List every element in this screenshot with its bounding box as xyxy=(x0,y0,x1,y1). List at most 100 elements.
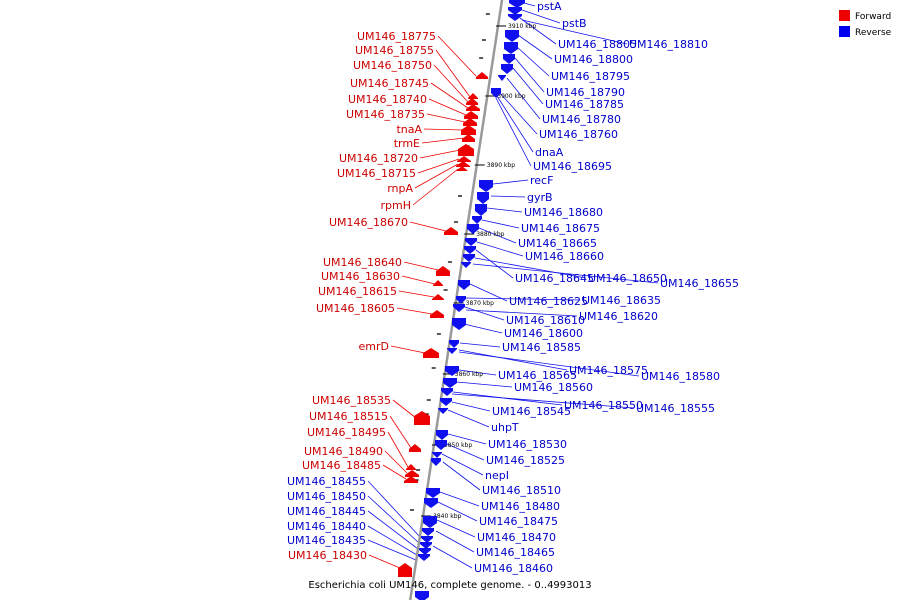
forward-gene xyxy=(430,310,444,318)
reverse-gene-label: UM146_18480 xyxy=(481,500,560,513)
forward-gene xyxy=(433,280,443,286)
leader-line xyxy=(367,480,421,538)
forward-gene xyxy=(476,72,488,79)
reverse-gene xyxy=(498,75,506,81)
reverse-gene xyxy=(424,498,438,508)
reverse-gene-label: UM146_18470 xyxy=(477,531,556,544)
reverse-gene xyxy=(445,366,459,376)
reverse-gene-label: UM146_18565 xyxy=(498,369,577,382)
reverse-gene-label: UM146_18610 xyxy=(506,314,585,327)
reverse-gene xyxy=(420,542,432,549)
reverse-gene xyxy=(438,408,448,414)
reverse-gene-label: UM146_18560 xyxy=(514,381,593,394)
forward-gene-label: emrD xyxy=(359,340,389,353)
forward-gene-label: trmE xyxy=(394,137,420,150)
kbp-tick-label: 3860 kbp xyxy=(455,371,483,378)
kbp-tick-label: 3870 kbp xyxy=(466,300,494,307)
leader-line xyxy=(459,342,501,348)
leader-line xyxy=(472,263,659,284)
kbp-tick-label: 3910 kbp xyxy=(508,23,536,30)
reverse-gene-label: UM146_18645 xyxy=(515,272,594,285)
leader-line xyxy=(421,137,465,144)
reverse-gene-label: UM146_18435 xyxy=(287,534,366,547)
forward-gene-label: UM146_18430 xyxy=(288,549,367,562)
forward-gene xyxy=(456,166,468,171)
leader-line xyxy=(492,179,529,185)
reverse-gene xyxy=(453,304,465,312)
leader-line xyxy=(367,539,417,561)
forward-gene xyxy=(409,444,421,452)
leader-line xyxy=(401,275,436,285)
leader-lines xyxy=(367,2,659,569)
leader-line xyxy=(435,49,471,98)
reverse-gene xyxy=(432,452,442,458)
reverse-gene-label: UM146_18475 xyxy=(479,515,558,528)
forward-gene xyxy=(423,348,439,358)
reverse-gene xyxy=(443,378,457,388)
leader-line xyxy=(409,221,447,232)
leader-line xyxy=(414,163,459,189)
leader-line xyxy=(398,290,435,298)
reverse-gene-label: UM146_18790 xyxy=(546,86,625,99)
leader-line xyxy=(469,283,508,302)
leader-line xyxy=(446,443,485,461)
reverse-gene-label: pstB xyxy=(562,17,587,30)
leader-line xyxy=(387,431,409,468)
reverse-gene xyxy=(477,192,489,204)
leader-line xyxy=(495,97,532,167)
reverse-gene xyxy=(421,536,433,543)
leader-line xyxy=(412,168,459,206)
leader-line xyxy=(437,501,478,522)
reverse-gene xyxy=(464,246,476,254)
reverse-gene xyxy=(449,340,459,348)
kbp-tick-label: 3890 kbp xyxy=(487,162,515,169)
leader-line xyxy=(517,34,553,60)
reverse-gene xyxy=(504,42,518,54)
leader-line xyxy=(447,409,490,428)
forward-gene-label: UM146_18605 xyxy=(316,302,395,315)
reverse-gene xyxy=(436,430,448,440)
forward-gene-label: rnpA xyxy=(387,182,413,195)
leader-line xyxy=(436,519,476,538)
leader-line xyxy=(403,261,439,271)
leader-line xyxy=(368,554,401,569)
leader-line xyxy=(486,207,523,213)
leader-line xyxy=(367,525,418,556)
reverse-gene xyxy=(467,224,479,234)
leader-line xyxy=(475,249,514,279)
reverse-gene xyxy=(422,528,434,536)
leader-line xyxy=(441,453,484,476)
forward-gene-label: UM146_18745 xyxy=(350,77,429,90)
legend-label: Reverse xyxy=(855,28,892,38)
reverse-gene xyxy=(431,458,441,466)
leader-line xyxy=(478,227,517,244)
forward-gene xyxy=(457,156,471,162)
reverse-gene-label: UM146_18580 xyxy=(641,370,720,383)
leader-line xyxy=(490,195,526,198)
reverse-gene-label: UM146_18585 xyxy=(502,341,581,354)
forward-gene xyxy=(432,294,444,300)
leader-line xyxy=(428,98,467,116)
leader-line xyxy=(384,450,408,474)
forward-gene-label: UM146_18750 xyxy=(353,59,432,72)
reverse-gene-label: UM146_18650 xyxy=(588,272,667,285)
reverse-gene xyxy=(452,318,466,330)
reverse-gene xyxy=(472,216,482,224)
reverse-gene-label: UM146_18760 xyxy=(539,128,618,141)
reverse-gene xyxy=(461,262,471,268)
leader-line xyxy=(474,257,587,279)
reverse-gene-label: UM146_18510 xyxy=(482,484,561,497)
forward-gene-label: rpmH xyxy=(381,199,412,212)
reverse-gene xyxy=(441,388,453,396)
leader-line xyxy=(521,19,628,45)
reverse-gene-label: recF xyxy=(530,174,553,187)
leader-line xyxy=(458,369,497,376)
forward-gene xyxy=(436,266,450,276)
reverse-gene xyxy=(463,254,475,262)
reverse-gene-label: pstA xyxy=(537,0,562,13)
leader-line xyxy=(390,345,426,354)
leader-line xyxy=(432,545,473,569)
leader-line xyxy=(481,219,520,229)
reverse-gene-label: UM146_18810 xyxy=(629,38,708,51)
